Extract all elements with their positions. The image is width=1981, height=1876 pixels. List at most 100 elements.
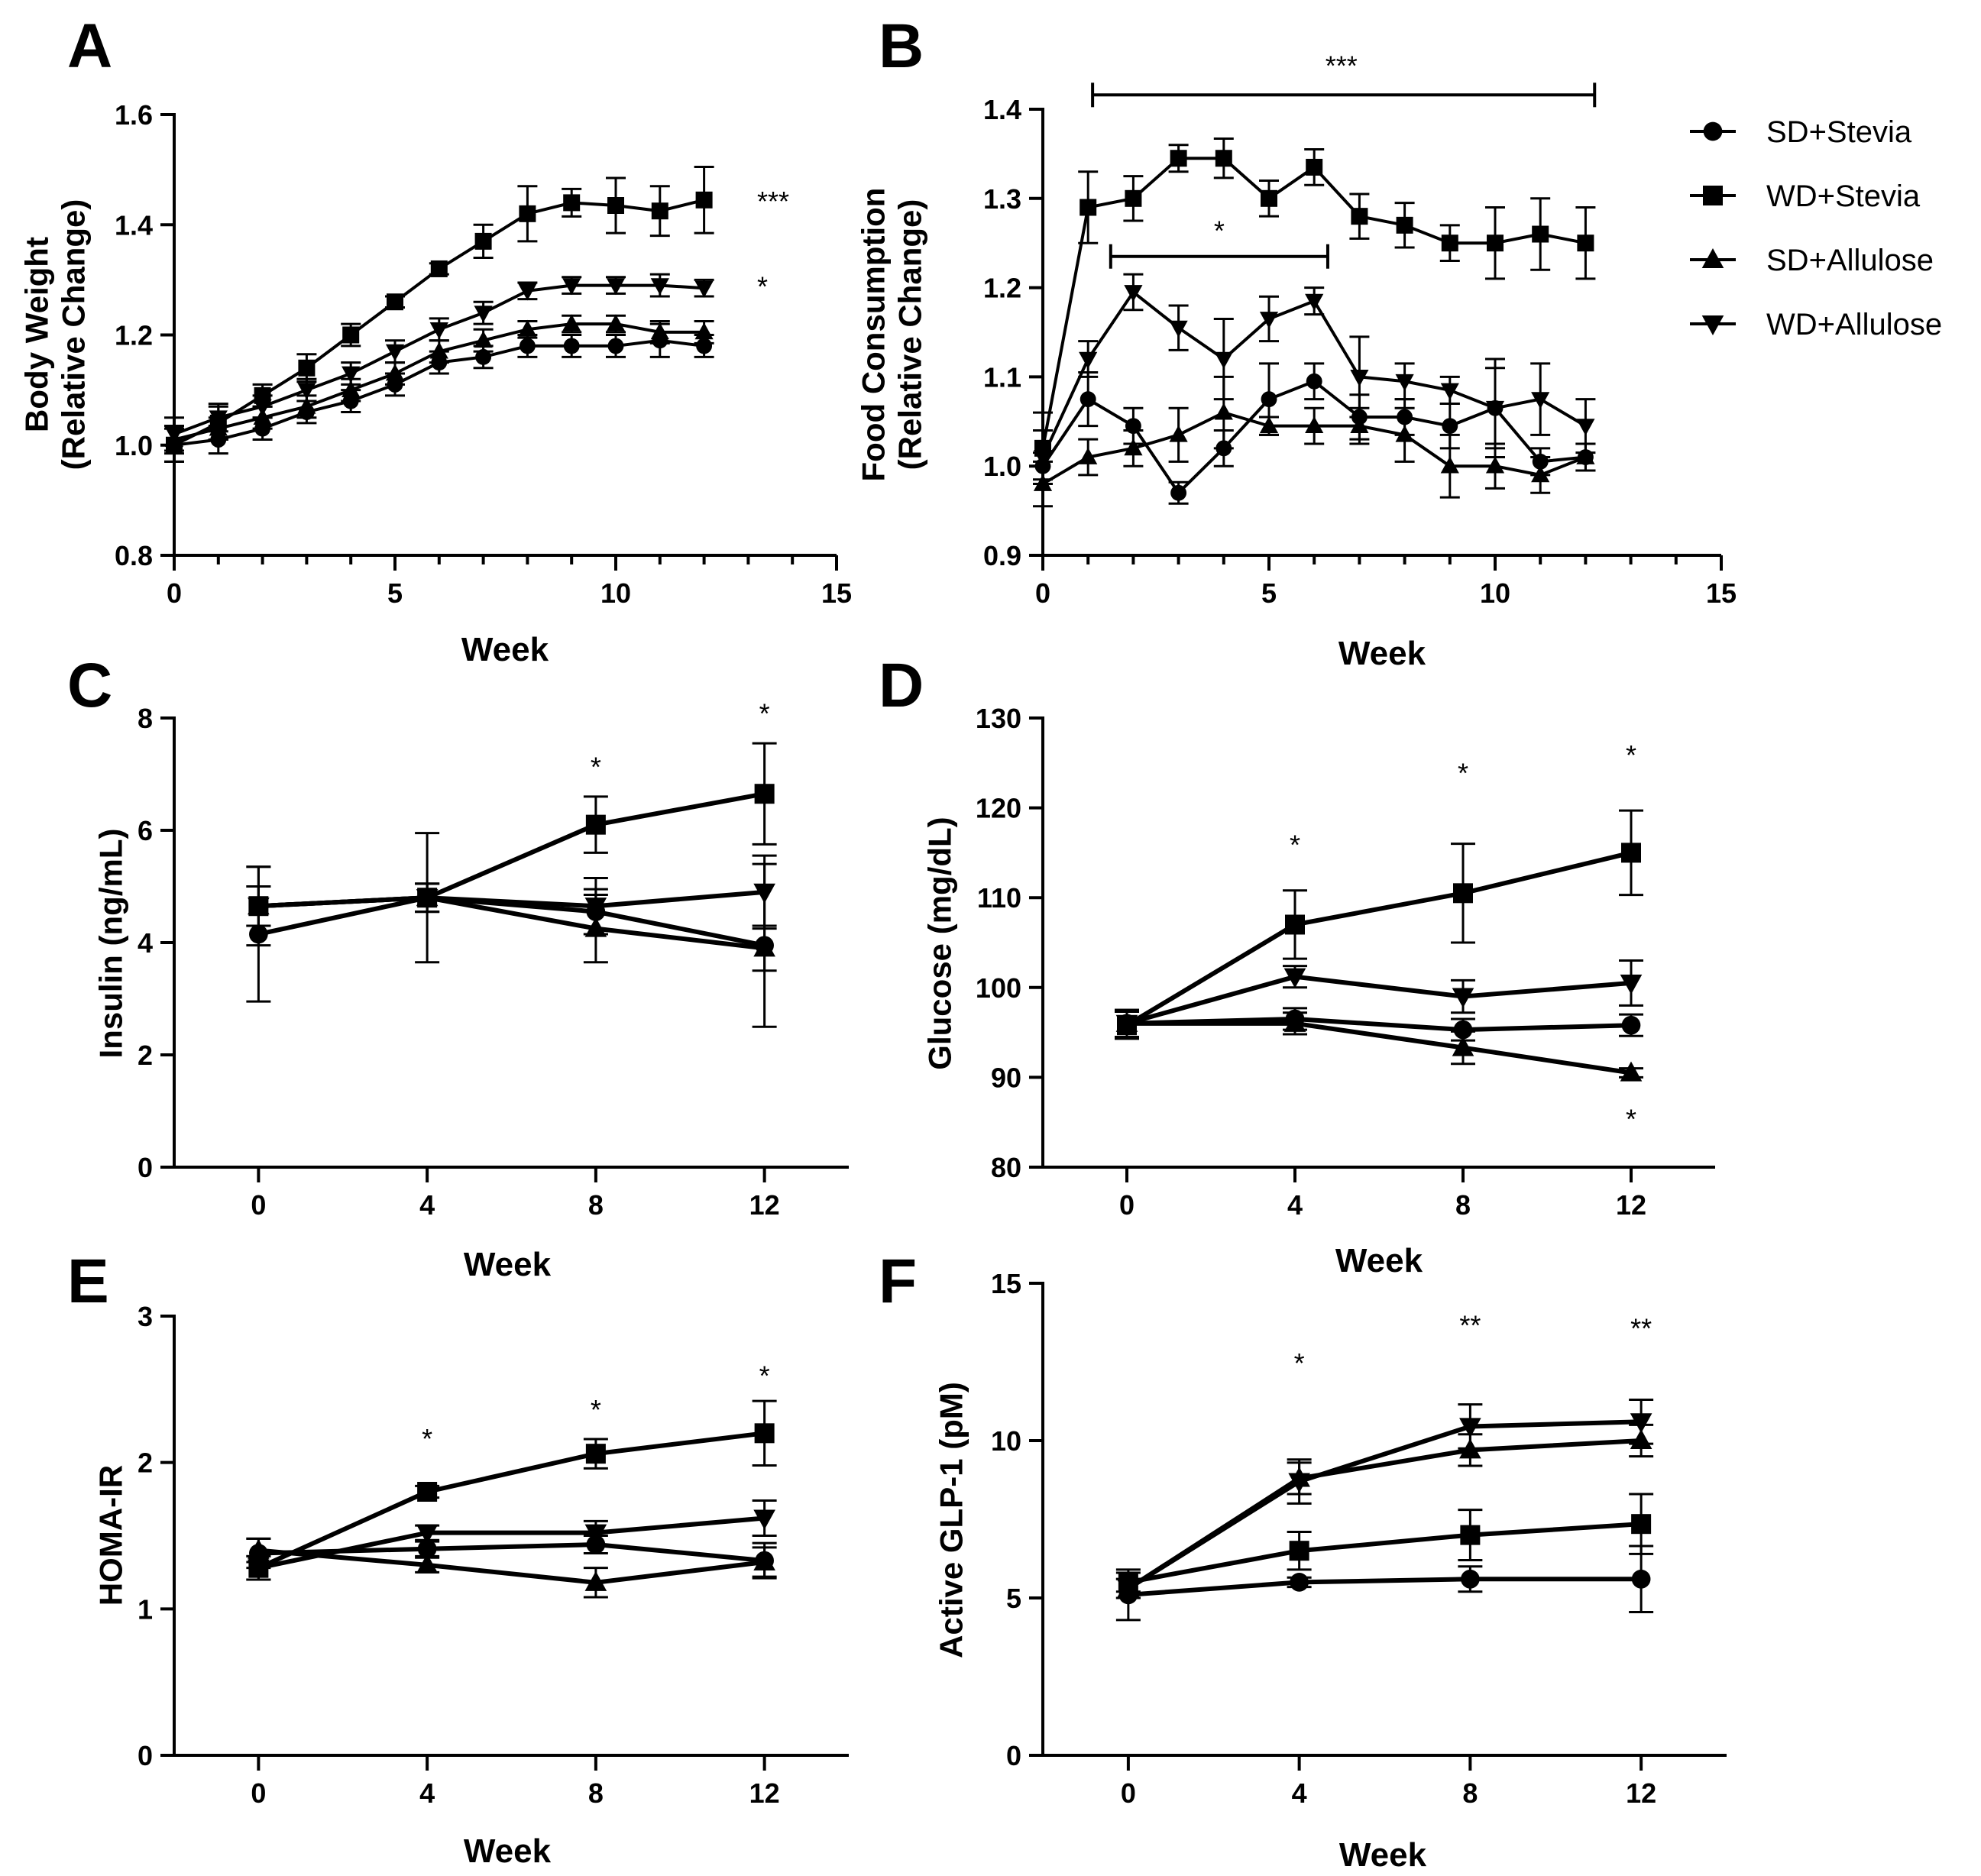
panel-b-data-point (1214, 403, 1233, 420)
panel-c-data-point (416, 889, 439, 910)
panel-f-y-tick-label: 10 (991, 1425, 1021, 1457)
panel-e-data-point (584, 1570, 607, 1591)
legend-marker-circle (1703, 121, 1723, 141)
panel-f-data-point (1288, 1473, 1310, 1493)
panel-f-data-point (1631, 1514, 1652, 1535)
panel-d-y-label-line: Glucose (mg/dL) (922, 817, 958, 1069)
panel-a-series-wd-stevia (164, 166, 714, 463)
panel-b-x-tick-label: 0 (1035, 577, 1050, 609)
panel-b-data-point (1441, 234, 1458, 252)
panel-e-series-wd-allulose (246, 1499, 777, 1581)
panel-d-significance-label: * (1290, 830, 1300, 861)
panel-e-x-tick-label: 0 (251, 1777, 266, 1809)
panel-d-data-point (1285, 914, 1305, 935)
panel-f-significance-label: * (1294, 1347, 1305, 1379)
panel-f-y-tick-label: 0 (1006, 1740, 1021, 1771)
panel-a-x-tick-label: 5 (387, 577, 403, 609)
legend-label: SD+Allulose (1766, 244, 1934, 277)
panel-b-data-point (1395, 425, 1414, 442)
panel-d-x-label: Week (1335, 1242, 1423, 1279)
panel-b-data-point (1033, 450, 1053, 467)
panel-b-x-tick-label: 5 (1261, 577, 1277, 609)
panel-c-y-label: Insulin (ng/mL) (93, 829, 129, 1059)
panel-e-x-tick-label: 12 (749, 1777, 780, 1809)
panel-a-y-tick-label: 1.6 (115, 99, 153, 131)
panel-e-letter: E (67, 1247, 109, 1316)
panel-b-y-label: Food Consumption(Relative Change) (855, 188, 927, 482)
panel-a-data-point (695, 191, 713, 209)
panel-a-data-point (606, 278, 626, 296)
panel-e-x-tick-label: 8 (588, 1777, 604, 1809)
panel-b-data-point (1080, 199, 1097, 216)
panel-e-data-point (754, 1423, 775, 1444)
panel-a-x-tick-label: 10 (600, 577, 631, 609)
panel-c-series-line (258, 791, 766, 909)
panel-a-data-point (387, 293, 403, 311)
panel-a-data-point (342, 326, 360, 344)
panel-a-data-point (563, 194, 581, 212)
panel-f-significance-label: ** (1630, 1313, 1652, 1344)
panel-e-y-tick-label: 0 (138, 1740, 153, 1771)
panel-e-y-label: HOMA-IR (93, 1465, 129, 1606)
panel-b-data-point (1170, 150, 1187, 167)
panel-c-data-point (753, 936, 775, 957)
panel-b-data-point (1306, 158, 1323, 176)
panel-a-data-point (297, 396, 316, 414)
panel-a-y-tick-label: 1.0 (115, 430, 153, 461)
panel-e-significance-label: * (759, 1360, 770, 1392)
panel-b-data-point (1259, 416, 1279, 433)
panel-d-data-point (1452, 1036, 1474, 1056)
panel-b-x-tick-label: 15 (1706, 577, 1737, 609)
panel-b-x-tick-label: 10 (1480, 577, 1510, 609)
panel-e-data-point (248, 1559, 270, 1580)
panel-a-data-point (209, 410, 228, 428)
panel-e-data-point (584, 1524, 607, 1544)
panel-f-x-tick-label: 4 (1292, 1777, 1307, 1809)
panel-e-series-line (257, 1431, 765, 1570)
panel-d-y-tick-label: 80 (991, 1152, 1021, 1183)
panel-b-data-point (1124, 285, 1143, 302)
panel-a-data-point (607, 197, 624, 215)
panel-b-data-point (1485, 456, 1505, 474)
panel-b-data-point (1440, 456, 1459, 474)
legend-marker-triangle-down (1701, 315, 1724, 335)
panel-a-y-tick-label: 1.2 (115, 320, 153, 351)
panel-e-data-point (753, 1551, 775, 1571)
panel-b-data-point (1395, 374, 1414, 391)
panel-b-data-point (1396, 216, 1413, 234)
panel-e-y-tick-label: 3 (138, 1301, 153, 1332)
panel-a-y-label-line: (Relative Change) (56, 199, 92, 471)
panel-b-data-point (1169, 320, 1188, 338)
panel-d-data-point (1115, 1014, 1138, 1035)
panel-d-y-tick-label: 130 (976, 703, 1021, 734)
panel-d-y-tick-label: 120 (976, 793, 1021, 824)
panel-a-data-point (606, 314, 626, 332)
panel-c-y-tick-label: 6 (138, 815, 153, 846)
panel-c-y-tick-label: 8 (138, 703, 153, 734)
panel-b-data-point (1261, 189, 1277, 207)
panel-d-series-wd-allulose (1115, 959, 1643, 1038)
panel-f-series-wd-allulose (1115, 1398, 1654, 1600)
panel-f-data-point (1289, 1541, 1309, 1561)
panel-c-y-tick-label: 0 (138, 1152, 153, 1183)
panel-d-data-point (1621, 843, 1641, 863)
panel-e-x-tick-label: 4 (419, 1777, 435, 1809)
legend-label: SD+Stevia (1766, 115, 1912, 149)
panel-b-y-tick-label: 0.9 (983, 540, 1021, 571)
panel-a-y-tick-label: 0.8 (115, 540, 153, 571)
panel-f-series-line (1128, 1522, 1642, 1585)
legend-item: WD+Allulose (1690, 308, 1942, 341)
panel-c-x-tick-label: 4 (419, 1189, 435, 1221)
panel-b-series-wd-allulose (1033, 273, 1596, 486)
panel-c-series-wd-allulose (246, 832, 777, 964)
panel-e-y-tick-label: 1 (138, 1593, 153, 1625)
panel-b-data-point (1214, 351, 1233, 369)
panel-e-significance-label: * (422, 1423, 432, 1454)
panel-a-data-point (474, 306, 493, 323)
panel-d-significance-label: * (1626, 739, 1636, 771)
panel-c-series-sd-stevia (246, 862, 777, 1028)
panel-b-y-tick-label: 1.1 (983, 361, 1021, 393)
panel-a-data-point (385, 364, 405, 381)
panel-a-x-tick-label: 15 (821, 577, 852, 609)
